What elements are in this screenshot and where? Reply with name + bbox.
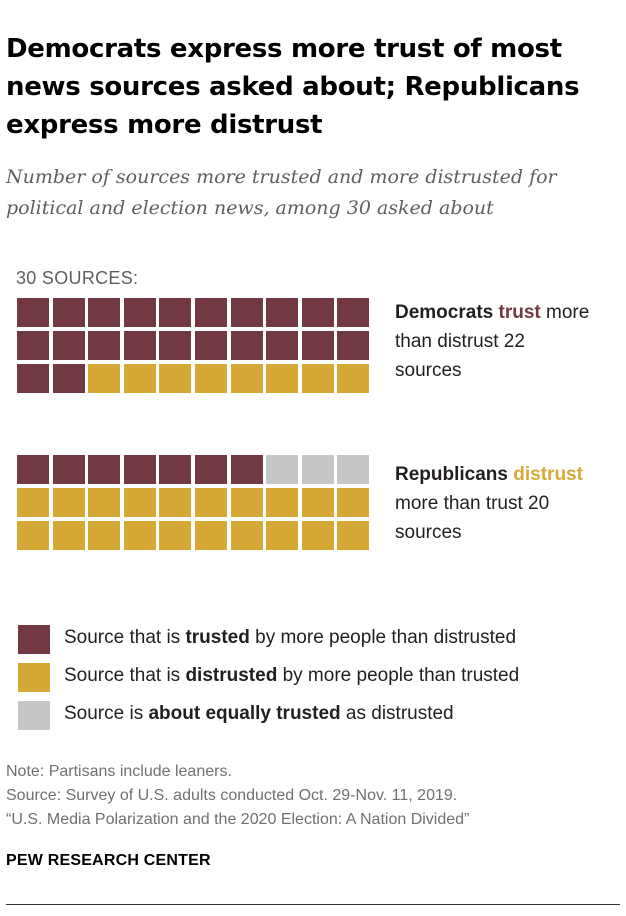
- legend-swatch-trusted: [18, 625, 50, 654]
- waffle-cell-equal: [301, 455, 334, 484]
- waffle-cell-equal: [337, 455, 370, 484]
- waffle-cell-trusted: [159, 455, 192, 484]
- waffle-cell-trusted: [123, 331, 156, 360]
- notes: Note: Partisans include leaners. Source:…: [6, 760, 469, 832]
- waffle-cell-trusted: [337, 331, 370, 360]
- legend-text-trusted: Source that is trusted by more people th…: [64, 627, 516, 649]
- legend-pre: Source is: [64, 703, 149, 724]
- waffle-cell-distrusted: [123, 364, 156, 393]
- waffle-cell-distrusted: [337, 521, 370, 550]
- waffle-cell-distrusted: [301, 521, 334, 550]
- waffle-cell-distrusted: [266, 521, 299, 550]
- waffle-cell-distrusted: [301, 364, 334, 393]
- waffle-cell-distrusted: [266, 364, 299, 393]
- waffle-cell-distrusted: [88, 364, 121, 393]
- waffle-cell-trusted: [230, 455, 263, 484]
- waffle-cell-trusted: [88, 455, 121, 484]
- republicans-label-rest: more than trust 20 sources: [395, 493, 550, 543]
- waffle-cell-trusted: [52, 364, 85, 393]
- legend-swatch-equal: [18, 701, 50, 730]
- waffle-cell-distrusted: [195, 488, 227, 517]
- democrats-label-keyword: trust: [498, 302, 541, 323]
- brand-logo-text: PEW RESEARCH CENTER: [6, 852, 211, 869]
- waffle-cell-trusted: [195, 455, 227, 484]
- waffle-cell-trusted: [159, 298, 192, 327]
- waffle-cell-distrusted: [159, 488, 192, 517]
- waffle-cell-distrusted: [301, 488, 334, 517]
- waffle-cell-distrusted: [52, 521, 85, 550]
- waffle-cell-distrusted: [230, 364, 263, 393]
- republicans-label-bold: Republicans: [395, 464, 508, 485]
- waffle-cell-trusted: [17, 455, 49, 484]
- waffle-cell-distrusted: [159, 364, 192, 393]
- legend-post: by more people than distrusted: [249, 627, 517, 648]
- waffle-cell-trusted: [52, 298, 85, 327]
- waffle-cell-distrusted: [88, 488, 121, 517]
- legend-post: by more people than trusted: [277, 665, 520, 686]
- waffle-cell-distrusted: [17, 521, 49, 550]
- waffle-cell-trusted: [17, 364, 49, 393]
- waffle-cell-trusted: [301, 331, 334, 360]
- legend-bold: distrusted: [185, 665, 278, 686]
- waffle-cell-trusted: [52, 331, 85, 360]
- chart-title: Democrats express more trust of most new…: [6, 34, 580, 140]
- note-text: Note: Partisans include leaners.: [6, 763, 232, 780]
- legend-post: as distrusted: [340, 703, 454, 724]
- waffle-cell-trusted: [195, 331, 227, 360]
- democrats-label-rest: more than distrust 22 sources: [395, 302, 590, 381]
- waffle-cell-distrusted: [159, 521, 192, 550]
- waffle-cell-distrusted: [230, 488, 263, 517]
- legend-text-distrusted: Source that is distrusted by more people…: [64, 665, 519, 687]
- waffle-cell-distrusted: [123, 521, 156, 550]
- waffle-cell-trusted: [52, 455, 85, 484]
- bottom-divider: [6, 904, 620, 905]
- waffle-cell-trusted: [123, 298, 156, 327]
- waffle-cell-distrusted: [52, 488, 85, 517]
- waffle-cell-distrusted: [337, 364, 370, 393]
- legend-bold: about equally trusted: [148, 703, 341, 724]
- waffle-cell-trusted: [337, 298, 370, 327]
- waffle-cell-equal: [266, 455, 299, 484]
- waffle-cell-distrusted: [195, 364, 227, 393]
- waffle-cell-distrusted: [195, 521, 227, 550]
- democrats-label-bold: Democrats: [395, 302, 494, 323]
- waffle-cell-trusted: [88, 298, 121, 327]
- republicans-label-keyword: distrust: [513, 464, 583, 485]
- legend-text-equal: Source is about equally trusted as distr…: [64, 703, 454, 725]
- waffle-cell-trusted: [195, 298, 227, 327]
- legend-pre: Source that is: [64, 665, 186, 686]
- waffle-cell-trusted: [230, 331, 263, 360]
- report-text: “U.S. Media Polarization and the 2020 El…: [6, 811, 470, 828]
- waffle-cell-trusted: [301, 298, 334, 327]
- waffle-cell-distrusted: [123, 488, 156, 517]
- waffle-cell-trusted: [266, 298, 299, 327]
- waffle-cell-distrusted: [337, 488, 370, 517]
- legend-bold: trusted: [185, 627, 250, 648]
- waffle-cell-trusted: [88, 331, 121, 360]
- waffle-cell-trusted: [266, 331, 299, 360]
- republicans-label: Republicans distrust more than trust 20 …: [395, 460, 620, 547]
- total-sources-label: 30 SOURCES:: [16, 268, 139, 288]
- waffle-cell-trusted: [159, 331, 192, 360]
- waffle-cell-trusted: [123, 455, 156, 484]
- waffle-cell-trusted: [17, 331, 49, 360]
- legend-swatch-distrusted: [18, 663, 50, 692]
- chart-subtitle: Number of sources more trusted and more …: [6, 166, 557, 219]
- source-text: Source: Survey of U.S. adults conducted …: [6, 787, 458, 804]
- waffle-cell-trusted: [230, 298, 263, 327]
- waffle-cell-trusted: [17, 298, 49, 327]
- waffle-cell-distrusted: [266, 488, 299, 517]
- democrats-label: Democrats trust more than distrust 22 so…: [395, 298, 595, 385]
- waffle-cell-distrusted: [88, 521, 121, 550]
- waffle-cell-distrusted: [17, 488, 49, 517]
- legend-pre: Source that is: [64, 627, 186, 648]
- waffle-cell-distrusted: [230, 521, 263, 550]
